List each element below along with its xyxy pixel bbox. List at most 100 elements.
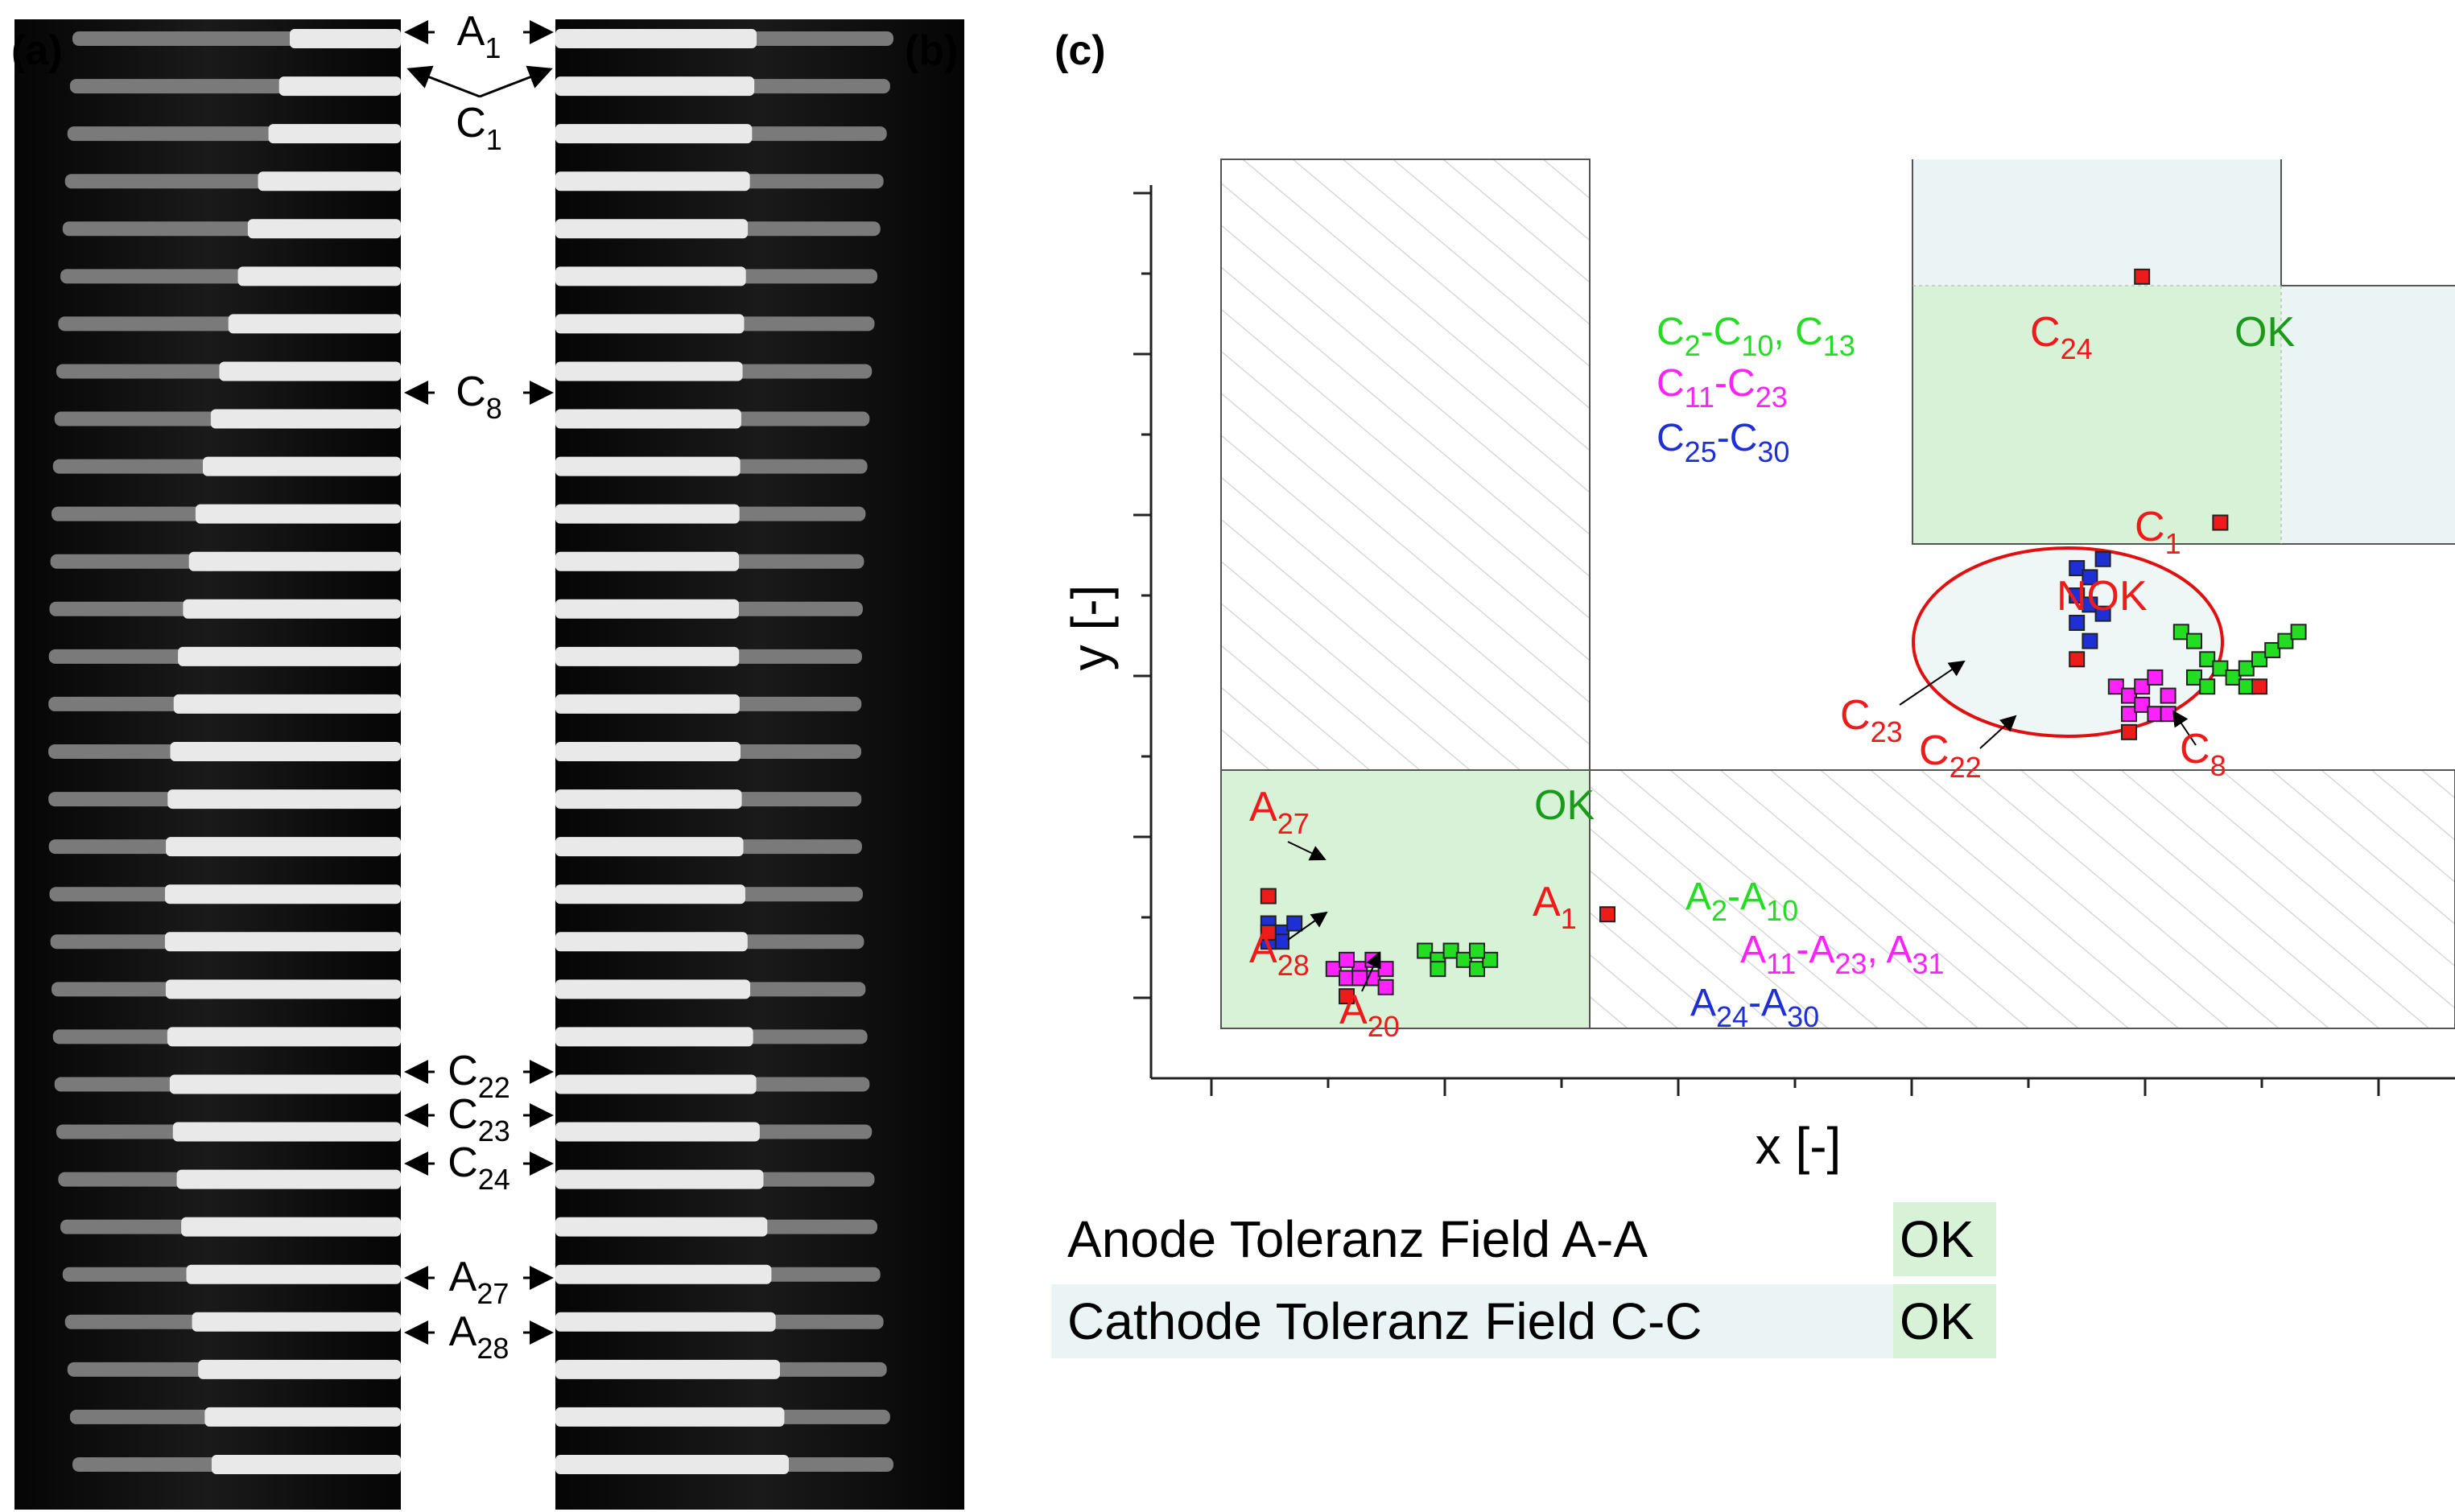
electrode-layer-bright: [195, 504, 401, 524]
electrode-layer-bright: [166, 837, 402, 857]
layer-label-sub: 23: [478, 1114, 510, 1147]
electrode-layer-bright: [228, 314, 401, 334]
electrode-layer-bright: [211, 1455, 401, 1474]
group-label-part: -C: [1717, 417, 1758, 459]
layer-label-sub: 27: [477, 1277, 509, 1310]
data-point: [1351, 970, 1368, 987]
electrode-layer-bright: [555, 884, 745, 904]
annotation-arrows: [1287, 660, 2197, 992]
annotation-label: C8: [2180, 726, 2226, 782]
electrode-layer-bright: [183, 599, 401, 619]
data-point: [2134, 268, 2151, 285]
layer-label: A28: [449, 1308, 510, 1365]
group-label-part: -C: [1701, 311, 1742, 353]
annotation-label: A20: [1339, 987, 1400, 1043]
group-label-sub: 11: [1766, 947, 1796, 980]
group-label-sub: 30: [1757, 435, 1789, 468]
cathode-ok-region: [1912, 286, 2281, 544]
electrode-layer-bright: [555, 1312, 776, 1332]
annotation-label: C1: [2135, 504, 2181, 560]
annotation-sub: 1: [1561, 902, 1577, 935]
annotation-label: A27: [1249, 784, 1310, 840]
group-label-sub: 2: [1711, 894, 1727, 927]
annotation-sub: 20: [1368, 1010, 1400, 1043]
cathode-top-notch: [2281, 159, 2455, 286]
legend-cathode-swatch: [1893, 1284, 1996, 1358]
electrode-layer-bright: [555, 314, 745, 334]
layer-label-name: C: [456, 369, 486, 415]
electrode-layer-bright: [258, 171, 401, 192]
legend-anode-label: Anode Toleranz Field A-A: [1067, 1210, 1648, 1268]
group-label-part: C: [1657, 311, 1685, 353]
annotation-main: A: [1533, 879, 1561, 925]
data-point: [1599, 906, 1615, 923]
electrode-layer-bright: [178, 646, 402, 666]
annotation-sub: 22: [1950, 751, 1982, 784]
annotation-sub: 27: [1277, 807, 1310, 840]
electrode-layer-bright: [555, 979, 751, 999]
data-point: [2121, 687, 2137, 704]
electrode-layer-bright: [555, 409, 741, 429]
layer-label-sub: 8: [486, 392, 502, 425]
layer-label-name: C: [456, 100, 486, 146]
group-label-sub: 31: [1912, 947, 1944, 980]
electrode-layer-bright: [181, 1217, 401, 1237]
electrode-layer-bright: [555, 1455, 789, 1474]
electrode-layer-bright: [172, 1122, 401, 1142]
data-point: [2238, 660, 2255, 677]
layer-label-name: C: [448, 1139, 478, 1186]
layer-label-name: A: [449, 1254, 477, 1300]
data-point: [1377, 978, 1394, 995]
electrode-layer-bright: [173, 694, 401, 714]
data-point: [2069, 651, 2086, 668]
electrode-layer-bright: [555, 1027, 753, 1047]
group-label: A24-A30: [1690, 982, 1819, 1033]
annotation-main: C: [2180, 726, 2210, 772]
annotation-main: C: [1919, 727, 1950, 774]
data-point: [2069, 560, 2086, 577]
group-label-sub: 23: [1756, 381, 1788, 414]
legend-cathode-label: Cathode Toleranz Field C-C: [1067, 1292, 1702, 1350]
data-point: [2147, 669, 2164, 686]
group-label: C2-C10, C13: [1657, 311, 1855, 362]
data-point: [2172, 624, 2189, 641]
annotation-sub: 28: [1277, 949, 1310, 982]
legend-cathode-status: OK: [1900, 1292, 1974, 1350]
data-point: [2290, 624, 2307, 641]
electrode-layer-bright: [555, 599, 739, 619]
layer-label: C23: [448, 1091, 510, 1147]
data-point: [2186, 632, 2202, 649]
panel-label-b: (b): [905, 27, 958, 74]
data-point: [2121, 723, 2137, 740]
electrode-layer-bright: [555, 124, 753, 144]
layer-arrow-left: [406, 65, 481, 98]
annotation-main: C: [2135, 504, 2165, 550]
electrode-layer-bright: [555, 932, 748, 952]
ct-image-b: [555, 19, 964, 1510]
electrode-layer-bright: [555, 171, 750, 192]
electrode-layer-bright: [167, 1027, 401, 1047]
group-label-part: C: [1657, 417, 1685, 459]
electrode-layer-bright: [219, 361, 401, 381]
annotation-sub: 24: [2061, 332, 2093, 365]
data-point: [2212, 514, 2229, 531]
data-point: [2134, 696, 2151, 713]
group-label-part: , A: [1867, 929, 1912, 971]
annotation-main: OK: [2234, 309, 2295, 356]
data-point: [1339, 951, 1355, 968]
annotation-label: C22: [1919, 727, 1982, 784]
annotation-arrow: [1287, 911, 1328, 941]
electrode-layer-bright: [290, 29, 401, 48]
layer-label: C8: [456, 369, 502, 425]
data-point: [1260, 888, 1277, 904]
electrode-layer-bright: [165, 979, 401, 999]
electrode-layer-bright: [555, 361, 743, 381]
data-point: [2251, 678, 2267, 695]
data-point: [1364, 951, 1381, 968]
axis-ticks: [1133, 192, 2380, 1096]
electrode-layer-bright: [555, 789, 742, 810]
group-label: A2-A10: [1685, 875, 1798, 927]
layer-arrow-right: [479, 65, 553, 98]
